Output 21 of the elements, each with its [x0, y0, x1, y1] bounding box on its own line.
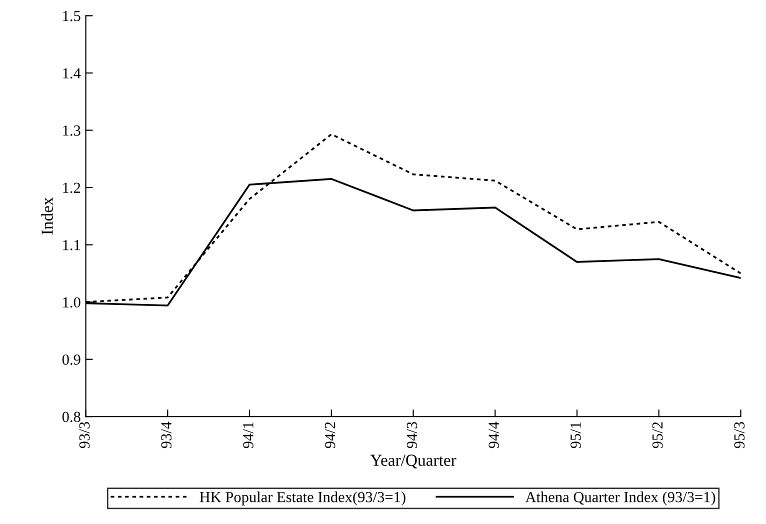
y-tick-label: 0.8	[62, 412, 80, 422]
y-tick-label: 0.9	[62, 354, 80, 365]
x-tick-label: 93/3	[79, 422, 90, 448]
x-tick-label: 94/3	[406, 422, 418, 448]
x-tick-label: 95/1	[570, 422, 581, 448]
x-tick-label: 95/2	[652, 422, 663, 448]
x-tick-label: 94/2	[324, 422, 336, 448]
x-axis-title: Year/Quarter	[370, 454, 456, 468]
y-tick-label: 1.5	[63, 10, 80, 22]
y-tick-label: 1.2	[63, 182, 80, 194]
x-tick-label: 94/4	[488, 422, 499, 448]
y-axis-title: Index	[41, 197, 53, 235]
y-tick-label: 1.1	[63, 240, 80, 250]
x-tick-label: 95/3	[734, 422, 745, 448]
y-tick-label: 1.3	[63, 125, 80, 136]
x-tick-label: 94/1	[243, 422, 254, 448]
y-tick-label: 1.0	[63, 297, 80, 308]
x-tick-label: 93/4	[161, 422, 172, 448]
legend-label: Athena Quarter Index (93/3=1)	[525, 492, 716, 506]
legend-label: HK Popular Estate Index(93/3=1)	[200, 492, 406, 506]
y-tick-label: 1.4	[63, 68, 81, 79]
